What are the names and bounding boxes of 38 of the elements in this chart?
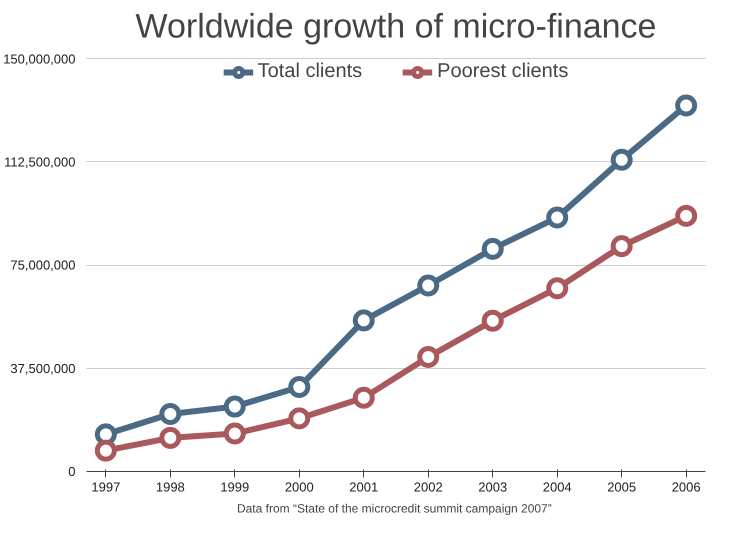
point [482, 310, 504, 332]
point [352, 386, 375, 409]
point [675, 204, 698, 227]
x-tick-label: 2003 [478, 480, 508, 494]
x-tick-label: 2006 [672, 480, 701, 494]
point [417, 346, 440, 368]
point [482, 238, 504, 260]
y-tick-label: 112,500,000 [4, 154, 76, 170]
x-tick-label: 2000 [284, 480, 314, 494]
point [417, 274, 440, 296]
chart-title: Worldwide growth of micro-finance [136, 8, 656, 46]
x-tick-label: 1999 [220, 480, 250, 494]
point [546, 206, 568, 229]
point [224, 422, 246, 445]
legend-label: Poorest clients [437, 60, 568, 83]
x-tick-label: 1998 [156, 480, 185, 494]
y-tick-label: 37,500,000 [10, 360, 76, 376]
point [94, 440, 117, 462]
x-tick-label: 2005 [607, 480, 636, 494]
point [610, 235, 633, 258]
x-tick-label: 2001 [349, 480, 378, 494]
legend-label: Total clients [258, 60, 362, 83]
y-tick-label: 0 [68, 464, 76, 479]
point [675, 94, 698, 117]
point [159, 426, 182, 449]
point [224, 396, 246, 418]
point [159, 403, 182, 425]
point [288, 407, 310, 430]
x-tick-label: 2004 [542, 480, 572, 494]
text: Data from “State of the microcredit summit campaign 2007” [236, 502, 552, 516]
point [288, 376, 310, 398]
point [546, 277, 568, 300]
x-tick-label: 2002 [414, 480, 443, 494]
point [610, 148, 633, 171]
y-tick-label: 75,000,000 [10, 258, 76, 273]
point [352, 309, 375, 332]
y-tick-label: 150,000,000 [3, 51, 76, 66]
x-tick-label: 1997 [91, 480, 120, 494]
